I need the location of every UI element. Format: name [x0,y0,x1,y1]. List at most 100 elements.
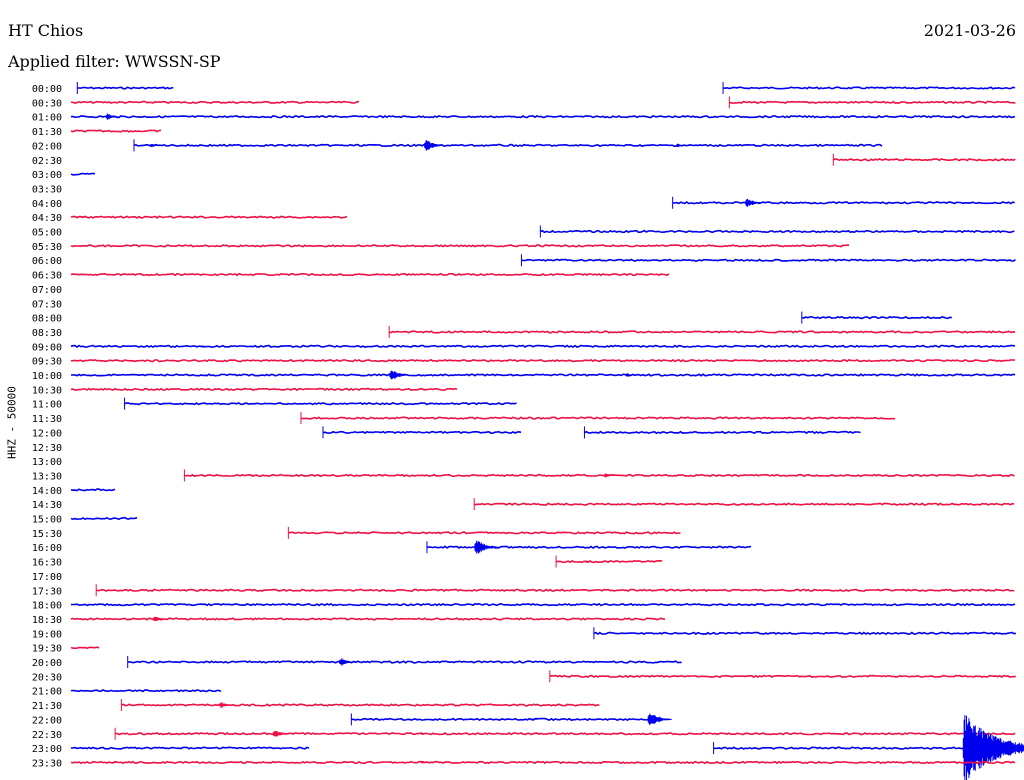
seismic-event [420,732,428,735]
trace-segment [556,559,663,564]
trace-segment [70,488,116,492]
trace-segment [801,315,952,320]
trace-segment [70,129,162,133]
row-time-label: 14:30 [32,500,62,511]
row-time-label: 01:00 [32,113,62,124]
row-time-label: 09:30 [32,357,62,368]
row-time-label: 15:00 [32,515,62,526]
trace-segment [96,588,1015,592]
seismic-event [285,474,293,477]
row-time-label: 00:30 [32,98,62,109]
seismic-event [150,144,160,147]
trace-segment [70,602,1016,607]
seismic-event [106,113,119,120]
row-time-label: 07:00 [32,285,62,296]
row-time-label: 21:30 [32,701,62,712]
row-time-label: 11:00 [32,400,62,411]
trace-segment [322,430,522,435]
trace-segment [127,660,682,664]
row-time-label: 17:30 [32,586,62,597]
trace-segment [70,760,1016,765]
row-time-label: 00:00 [32,84,62,95]
seismic-event [389,370,409,380]
row-time-label: 14:00 [32,486,62,497]
trace-segment [70,646,100,650]
trace-segment [184,473,1015,478]
row-time-label: 06:30 [32,271,62,282]
seismic-event [676,143,686,147]
trace-segment [351,717,654,722]
row-time-label: 04:00 [32,199,62,210]
row-time-label: 22:30 [32,730,62,741]
trace-segment [70,114,1016,119]
trace-segment [584,430,861,435]
row-time-label: 02:30 [32,156,62,167]
seismic-event [250,474,258,477]
row-time-label: 03:00 [32,170,62,181]
row-time-label: 03:30 [32,184,62,195]
trace-segment [70,358,1015,363]
row-time-label: 05:00 [32,228,62,239]
row-time-label: 08:30 [32,328,62,339]
seismic-event [531,718,538,721]
row-time-label: 15:30 [32,529,62,540]
trace-segment [70,688,222,693]
row-time-label: 02:00 [32,141,62,152]
seismic-event [112,761,119,764]
trace-segment [70,516,138,521]
trace-segment [70,244,850,248]
row-time-label: 06:00 [32,256,62,267]
row-time-label: 10:00 [32,371,62,382]
seismic-event [339,658,355,666]
trace-segment [593,631,1017,636]
seismic-event [625,373,635,377]
trace-segment [521,258,1016,262]
trace-segment [672,201,1015,205]
row-time-label: 09:00 [32,342,62,353]
row-time-label: 11:30 [32,414,62,425]
row-time-label: 16:30 [32,558,62,569]
date-label: 2021-03-26 [923,21,1016,40]
trace-segment [473,502,1015,506]
trace-segment [722,86,1016,90]
trace-segment [70,272,670,277]
trace-segment [121,703,600,707]
trace-segment [300,416,895,420]
row-time-label: 16:00 [32,543,62,554]
row-time-label: 12:30 [32,443,62,454]
row-time-label: 13:00 [32,457,62,468]
trace-segment [388,330,1016,334]
trace-segment [70,344,1016,349]
trace-segment [70,100,360,104]
trace-segment [540,229,1015,234]
filter-label: Applied filter: WWSSN-SP [8,52,221,71]
trace-segment [288,531,681,535]
row-time-label: 19:30 [32,644,62,655]
seismic-event [200,345,208,348]
trace-segment [70,373,1016,377]
row-time-label: 01:30 [32,127,62,138]
seismic-event [424,140,444,151]
row-time-label: 13:30 [32,471,62,482]
trace-segment [729,100,1016,105]
row-time-label: 18:00 [32,601,62,612]
trace-segment [114,732,1016,736]
station-title: HT Chios [8,21,84,40]
row-time-label: 05:30 [32,242,62,253]
trace-segment [124,401,517,406]
row-time-label: 12:00 [32,428,62,439]
row-time-label: 23:30 [32,758,62,769]
seismic-event [745,198,763,207]
row-time-label: 19:00 [32,629,62,640]
row-time-label: 20:00 [32,658,62,669]
row-time-label: 21:00 [32,687,62,698]
row-time-label: 18:30 [32,615,62,626]
row-time-label: 04:30 [32,213,62,224]
trace-segment [70,387,458,392]
seismic-event [80,216,88,219]
trace-segment [77,86,174,90]
seismic-event [603,473,615,478]
trace-segment [70,617,665,621]
row-time-label: 08:00 [32,314,62,325]
seismic-event [420,761,428,764]
